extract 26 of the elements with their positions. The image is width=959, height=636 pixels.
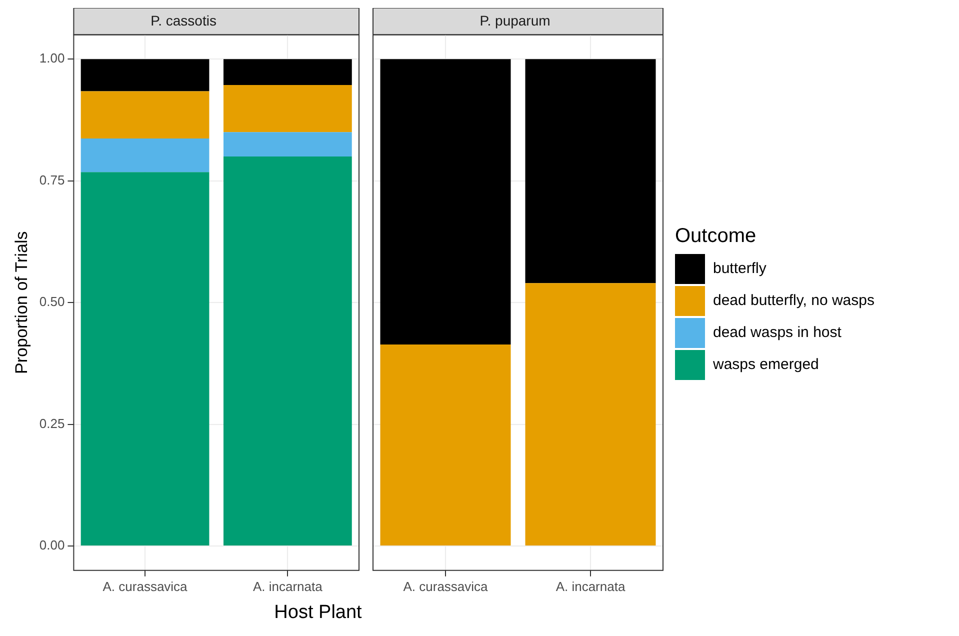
bar — [80, 59, 210, 92]
y-axis-title: Proportion of Trials — [12, 231, 31, 374]
x-tick-label: A. curassavica — [403, 578, 489, 594]
legend-label: dead wasps in host — [713, 324, 842, 341]
x-tick-label: A. incarnata — [252, 578, 324, 594]
bar — [80, 172, 210, 546]
legend-label: wasps emerged — [713, 356, 819, 373]
bar — [80, 138, 210, 172]
legend-title: Outcome — [675, 224, 758, 248]
bar — [80, 91, 210, 139]
y-tick-label: 0.50 — [39, 294, 65, 310]
chart-title: P. puparum — [480, 12, 550, 28]
y-tick-label: 0.75 — [39, 172, 65, 188]
x-axis-title: Host Plant — [273, 602, 363, 624]
legend-label: butterfly — [713, 260, 766, 277]
legend-label: dead butterfly, no wasps — [713, 292, 874, 309]
bar — [223, 84, 352, 132]
y-tick-label: 1.00 — [39, 50, 65, 66]
y-tick-label: 0.25 — [39, 416, 65, 431]
y-tick-label: 0.00 — [39, 538, 65, 553]
bar — [223, 156, 352, 546]
x-tick-label: A. incarnata — [556, 578, 626, 594]
bar — [223, 59, 352, 85]
chart-title: P. cassotis — [150, 12, 216, 28]
bar — [223, 132, 352, 157]
x-tick-label: A. curassavica — [102, 578, 188, 594]
